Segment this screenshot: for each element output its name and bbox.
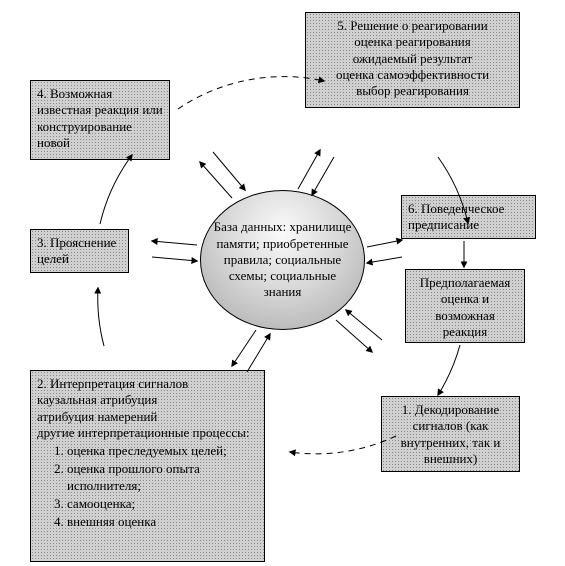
node-6-prescription: 6. Поведенческое предписание [401,195,536,239]
node-5-line-1: ожидаемый результат [312,51,513,67]
node-2-line-0: каузальная атрибуция [37,392,258,408]
node-1-decoding: 1. Декодирование сигналов (как внутренни… [381,396,520,472]
node-7-label: Предполагаемая оценка и возможная реакци… [420,275,510,339]
node-3-label: 3. Прояснение целей [37,235,116,266]
node-2-list-0: оценка преследуемых целей; [67,443,258,459]
node-4-reaction: 4. Возможная известная реакция или конст… [30,80,170,160]
node-2-line-2: другие интерпретационные процессы: [37,425,258,441]
node-2-list-2: самооценка; [67,496,258,512]
node-5-title: 5. Решение о реагировании [312,18,513,34]
node-2-list-1: оценка прошлого опыта исполнителя; [67,461,258,494]
center-database-node: База данных: хранилище памяти; приобрете… [200,190,365,330]
node-2-interpretation: 2. Интерпретация сигналов каузальная атр… [30,370,265,562]
node-5-line-3: выбор реагирования [312,83,513,99]
node-2-title: 2. Интерпретация сигналов [37,376,258,392]
node-4-label: 4. Возможная известная реакция или конст… [37,86,163,150]
node-1-label: 1. Декодирование сигналов (как внутренни… [401,402,501,466]
node-6-label: 6. Поведенческое предписание [408,201,504,232]
node-3-goals: 3. Прояснение целей [30,229,129,273]
node-7-expected: Предполагаемая оценка и возможная реакци… [405,269,525,343]
node-5-decision: 5. Решение о реагировании оценка реагиро… [305,12,520,108]
node-2-list-3: внешняя оценка [67,514,258,530]
node-5-line-2: оценка самоэффективности [312,67,513,83]
node-2-line-1: атрибуция намерений [37,409,258,425]
center-text: База данных: хранилище памяти; приобрете… [213,219,352,300]
node-2-list: оценка преследуемых целей; оценка прошло… [37,443,258,530]
node-5-line-0: оценка реагирования [312,34,513,50]
